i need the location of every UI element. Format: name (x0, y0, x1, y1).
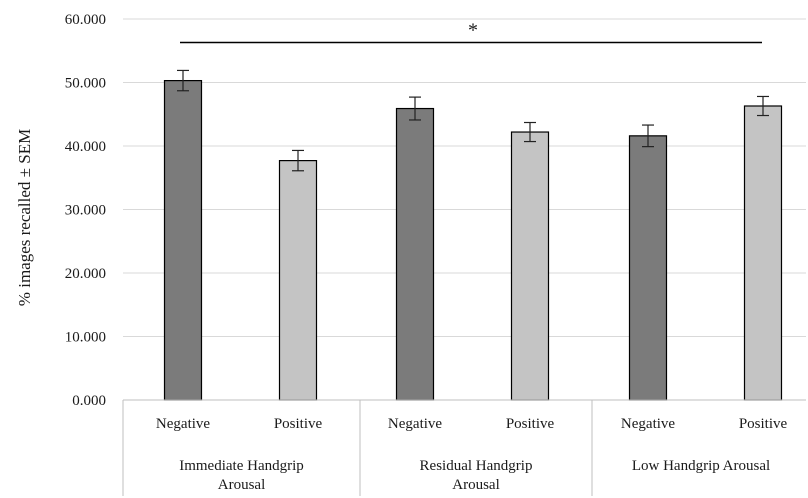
x-group-label: Immediate Handgrip (179, 458, 304, 474)
y-tick-label: 20.000 (65, 266, 106, 282)
bar (163, 79, 203, 401)
bar (628, 135, 668, 401)
y-tick-label: 0.000 (72, 393, 106, 409)
bar (278, 160, 318, 401)
significance-marker: * (468, 19, 478, 41)
bar (743, 105, 783, 401)
y-axis-label: % images recalled ± SEM (15, 129, 34, 306)
error-bars (177, 69, 769, 172)
x-group-label: Arousal (218, 477, 266, 493)
x-category-label: Positive (506, 416, 555, 432)
x-category-label: Positive (739, 416, 788, 432)
y-tick-label: 10.000 (65, 330, 106, 346)
x-group-label: Residual Handgrip (420, 458, 533, 474)
x-category-label: Positive (274, 416, 323, 432)
y-tick-label: 50.000 (65, 76, 106, 92)
gridlines (123, 18, 806, 337)
bar (510, 131, 550, 401)
y-tick-label: 30.000 (65, 203, 106, 219)
y-tick-label: 60.000 (65, 12, 106, 28)
x-axis: Negative Positive Negative Positive Negative… (122, 399, 806, 496)
x-group-label: Arousal (452, 477, 500, 493)
y-axis-ticks: 0.000 10.000 20.000 30.000 40.000 50.000 60.00… (65, 12, 106, 409)
x-group-label: Low Handgrip Arousal (632, 458, 770, 474)
x-category-label: Negative (388, 416, 442, 432)
bar (395, 107, 435, 401)
significance-annotation: * (180, 19, 762, 44)
bars (163, 79, 783, 401)
x-category-label: Negative (156, 416, 210, 432)
y-tick-label: 40.000 (65, 139, 106, 155)
x-category-label: Negative (621, 416, 675, 432)
